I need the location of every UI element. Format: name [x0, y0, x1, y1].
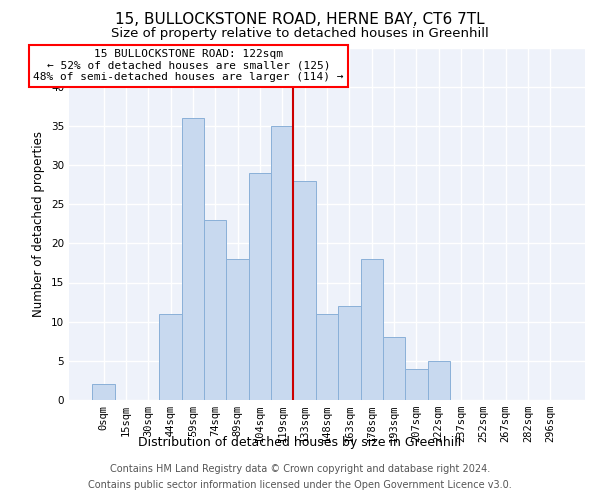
Text: 15 BULLOCKSTONE ROAD: 122sqm
← 52% of detached houses are smaller (125)
48% of s: 15 BULLOCKSTONE ROAD: 122sqm ← 52% of de…	[33, 49, 344, 82]
Bar	[293, 180, 316, 400]
Bar	[182, 118, 204, 400]
Bar	[316, 314, 338, 400]
Bar	[271, 126, 293, 400]
Bar	[204, 220, 226, 400]
Bar	[338, 306, 361, 400]
Bar	[405, 368, 428, 400]
Text: Distribution of detached houses by size in Greenhill: Distribution of detached houses by size …	[139, 436, 461, 449]
Text: Contains HM Land Registry data © Crown copyright and database right 2024.: Contains HM Land Registry data © Crown c…	[110, 464, 490, 474]
Text: 15, BULLOCKSTONE ROAD, HERNE BAY, CT6 7TL: 15, BULLOCKSTONE ROAD, HERNE BAY, CT6 7T…	[115, 12, 485, 28]
Text: Size of property relative to detached houses in Greenhill: Size of property relative to detached ho…	[111, 28, 489, 40]
Bar	[160, 314, 182, 400]
Bar	[226, 259, 249, 400]
Text: Contains public sector information licensed under the Open Government Licence v3: Contains public sector information licen…	[88, 480, 512, 490]
Bar	[361, 259, 383, 400]
Bar	[428, 361, 450, 400]
Bar	[383, 338, 405, 400]
Y-axis label: Number of detached properties: Number of detached properties	[32, 130, 46, 317]
Bar	[249, 173, 271, 400]
Bar	[92, 384, 115, 400]
